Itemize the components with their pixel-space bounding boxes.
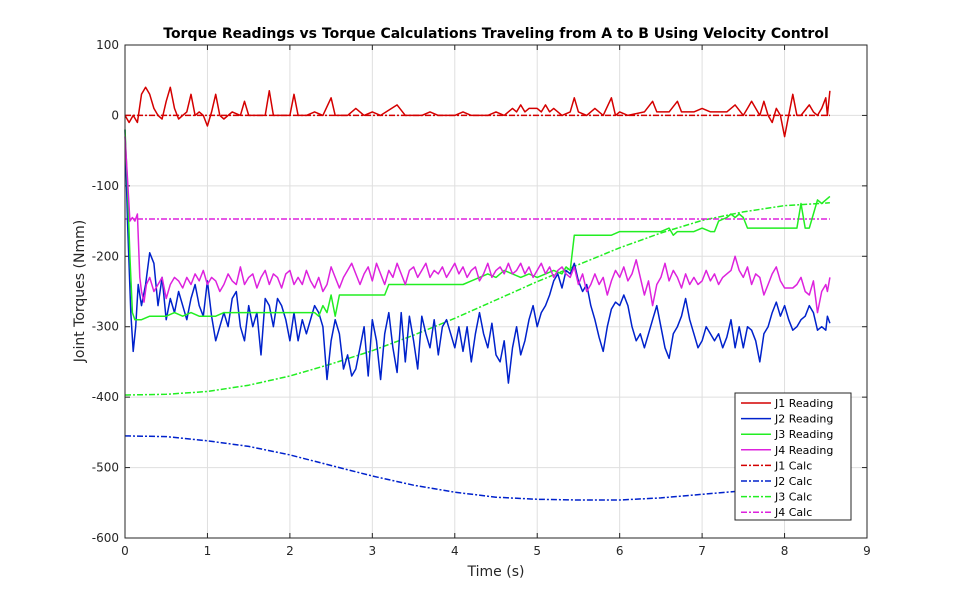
legend-label: J2 Calc (774, 475, 812, 488)
x-tick-label: 0 (121, 544, 129, 558)
x-tick-label: 4 (451, 544, 459, 558)
series-line-j2-reading (124, 129, 831, 384)
series-layer (124, 86, 831, 501)
x-axis-label: Time (s) (467, 564, 525, 580)
legend: J1 Reading J2 Reading J3 Reading J4 Reading… (734, 392, 852, 521)
legend-label: J3 Reading (774, 428, 833, 441)
legend-label: J1 Calc (774, 459, 812, 472)
y-tick-label: -600 (92, 531, 119, 545)
x-tick-label: 9 (863, 544, 871, 558)
series-line-j3-calc (124, 202, 830, 396)
y-tick-label: -300 (92, 320, 119, 334)
y-tick-label: -400 (92, 390, 119, 404)
series-line-j4-reading (124, 136, 831, 314)
y-tick-label: 100 (96, 38, 119, 52)
series-line-j1-reading (124, 86, 831, 138)
y-tick-label: 0 (111, 108, 119, 122)
series-line-j3-reading (124, 129, 831, 321)
y-tick-label: -200 (92, 249, 119, 263)
chart-title: Torque Readings vs Torque Calculations T… (163, 26, 829, 42)
x-tick-label: 7 (698, 544, 706, 558)
x-tick-label: 5 (533, 544, 541, 558)
y-axis-label: Joint Torques (Nmm) (72, 220, 88, 363)
legend-label: J2 Reading (774, 413, 833, 426)
legend-label: J1 Reading (774, 397, 833, 410)
x-tick-label: 2 (286, 544, 294, 558)
x-tick-label: 1 (204, 544, 212, 558)
legend-label: J4 Reading (774, 444, 833, 457)
y-tick-label: -100 (92, 179, 119, 193)
legend-label: J3 Calc (774, 491, 812, 504)
y-tick-label: -500 (92, 461, 119, 475)
x-tick-label: 3 (369, 544, 377, 558)
x-tick-label: 6 (616, 544, 624, 558)
series-line-j2-calc (124, 435, 830, 501)
legend-box (734, 392, 852, 521)
legend-label: J4 Calc (774, 506, 812, 519)
x-tick-label: 8 (781, 544, 789, 558)
plot-border (124, 44, 868, 539)
axis-ticks: 0 1 2 3 4 5 6 7 8 9 100 0 -100 -200 -300 -400 -500 -600 (92, 38, 871, 558)
